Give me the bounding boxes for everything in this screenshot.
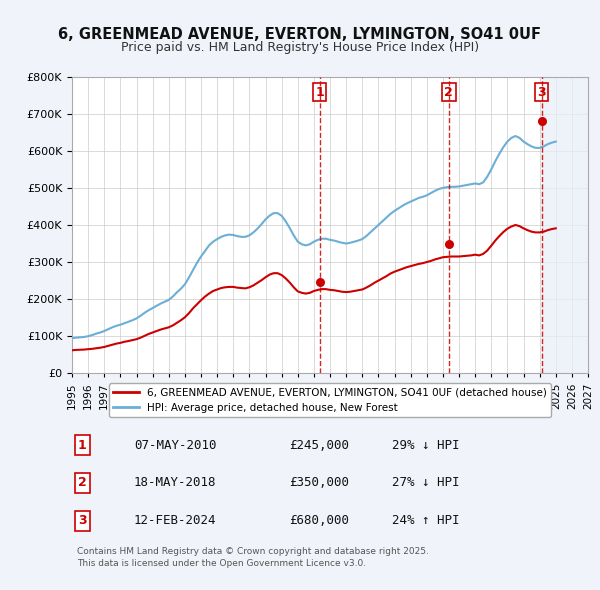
Text: £245,000: £245,000: [289, 438, 349, 451]
Text: 6, GREENMEAD AVENUE, EVERTON, LYMINGTON, SO41 0UF: 6, GREENMEAD AVENUE, EVERTON, LYMINGTON,…: [59, 27, 542, 41]
Text: 12-FEB-2024: 12-FEB-2024: [134, 514, 217, 527]
Text: Price paid vs. HM Land Registry's House Price Index (HPI): Price paid vs. HM Land Registry's House …: [121, 41, 479, 54]
Text: 1: 1: [315, 86, 324, 99]
Text: 3: 3: [78, 514, 86, 527]
Text: 18-MAY-2018: 18-MAY-2018: [134, 477, 217, 490]
Point: [444, 239, 454, 248]
Bar: [542, 77, 588, 373]
Text: 07-MAY-2010: 07-MAY-2010: [134, 438, 217, 451]
Text: Contains HM Land Registry data © Crown copyright and database right 2025.
This d: Contains HM Land Registry data © Crown c…: [77, 548, 429, 568]
Text: 29% ↓ HPI: 29% ↓ HPI: [392, 438, 460, 451]
Point: [315, 278, 325, 287]
Text: 27% ↓ HPI: 27% ↓ HPI: [392, 477, 460, 490]
Text: 2: 2: [445, 86, 453, 99]
Legend: 6, GREENMEAD AVENUE, EVERTON, LYMINGTON, SO41 0UF (detached house), HPI: Average: 6, GREENMEAD AVENUE, EVERTON, LYMINGTON,…: [109, 384, 551, 417]
Text: £680,000: £680,000: [289, 514, 349, 527]
Text: 3: 3: [537, 86, 546, 99]
Text: £350,000: £350,000: [289, 477, 349, 490]
Text: 24% ↑ HPI: 24% ↑ HPI: [392, 514, 460, 527]
Point: [537, 116, 547, 126]
Text: 1: 1: [78, 438, 86, 451]
Text: 2: 2: [78, 477, 86, 490]
